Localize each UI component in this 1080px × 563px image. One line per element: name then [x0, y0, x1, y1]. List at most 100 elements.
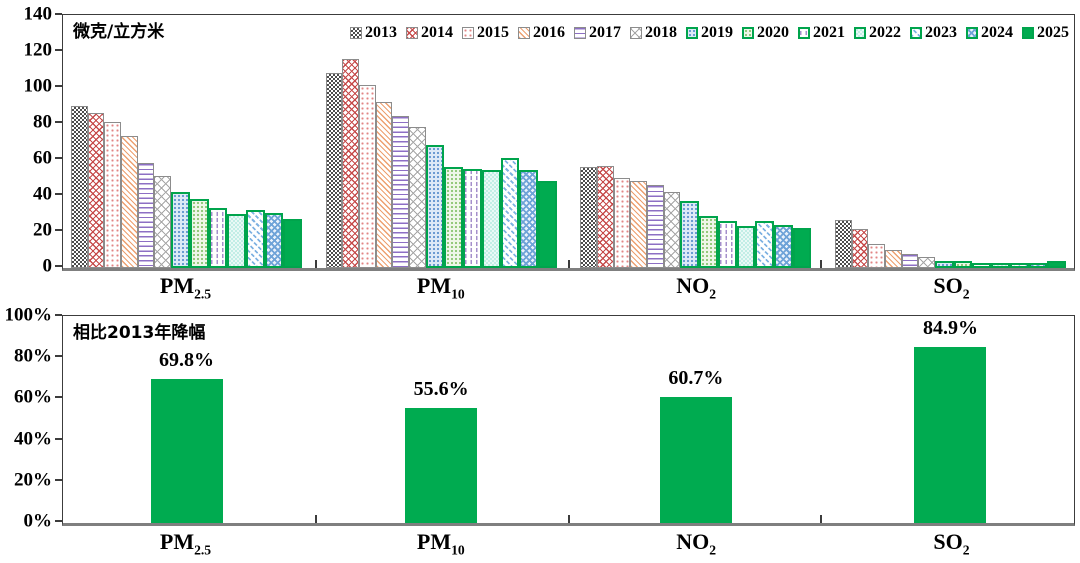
bar-2025-NO2	[793, 228, 812, 268]
bar-2017-SO2	[902, 254, 919, 268]
x-axis-tick-mark	[315, 260, 317, 268]
bar-2023-PM10	[501, 158, 520, 268]
y-axis-tick-label: 0	[43, 257, 53, 276]
reduction-bar-SO2: 84.9%	[914, 347, 986, 523]
y-axis-tick-label: 0%	[24, 512, 53, 531]
bar-2024-SO2	[1029, 263, 1048, 268]
y-axis-tick-mark	[55, 265, 62, 267]
bottom-chart-category-labels: PM2.5 PM10 NO2 SO2	[62, 530, 1075, 557]
bar-2021-PM10	[463, 169, 482, 268]
bar-2021-PM2.5	[209, 208, 228, 268]
concentration-chart-plot: 微克/立方米 201320142015201620172018201920202…	[62, 14, 1075, 271]
category-label-reduction-SO2: SO2	[836, 530, 1067, 557]
category-label-PM2.5: PM2.5	[70, 274, 301, 301]
bar-2018-PM2.5	[154, 176, 171, 268]
bar-2016-NO2	[630, 181, 647, 268]
bar-2024-PM2.5	[265, 213, 284, 268]
bar-2016-SO2	[885, 250, 902, 268]
x-axis-tick-mark	[315, 515, 317, 523]
x-axis-tick-mark	[568, 515, 570, 523]
y-axis-tick-mark	[55, 193, 62, 195]
bar-2016-PM10	[376, 102, 393, 268]
y-axis-tick-label: 120	[24, 41, 53, 60]
x-axis-tick-mark	[568, 260, 570, 268]
y-axis-tick-mark	[55, 85, 62, 87]
y-axis-tick-mark	[55, 396, 62, 398]
bar-2015-NO2	[614, 178, 631, 268]
category-label-SO2: SO2	[836, 274, 1067, 301]
bottom-chart-y-axis: 0%20%40%60%80%100%	[0, 315, 52, 526]
category-label-PM10: PM10	[325, 274, 556, 301]
reduction-group-PM2.5: 69.8%	[71, 316, 302, 523]
y-axis-tick-label: 100%	[5, 306, 53, 325]
bar-2014-PM10	[342, 59, 359, 268]
bar-2022-PM2.5	[227, 214, 246, 268]
bar-2016-PM2.5	[121, 136, 138, 268]
y-axis-tick-mark	[55, 520, 62, 522]
bar-2015-PM10	[359, 85, 376, 268]
x-axis-tick-mark	[820, 260, 822, 268]
bar-2023-PM2.5	[246, 210, 265, 268]
top-chart-y-axis: 020406080100120140	[0, 14, 52, 271]
y-axis-tick-mark	[55, 229, 62, 231]
bar-2013-SO2	[835, 220, 852, 268]
y-axis-tick-label: 80%	[14, 347, 52, 366]
y-axis-tick-mark	[55, 49, 62, 51]
bar-2013-PM2.5	[71, 106, 88, 268]
y-axis-tick-mark	[55, 314, 62, 316]
category-label-reduction-PM2.5: PM2.5	[70, 530, 301, 557]
y-axis-tick-label: 60%	[14, 388, 52, 407]
bar-2019-PM2.5	[171, 192, 190, 268]
bar-group-PM10	[326, 15, 557, 268]
bar-2024-PM10	[519, 170, 538, 268]
reduction-value-label-SO2: 84.9%	[923, 317, 978, 340]
reduction-group-SO2: 84.9%	[835, 316, 1066, 523]
reduction-group-PM10: 55.6%	[326, 316, 557, 523]
bar-group-SO2	[835, 15, 1066, 268]
bar-2023-NO2	[755, 221, 774, 268]
y-axis-tick-mark	[55, 479, 62, 481]
bar-2022-SO2	[991, 263, 1010, 268]
concentration-bars	[63, 15, 1074, 268]
reduction-chart-plot: 相比2013年降幅 69.8%55.6%60.7%84.9%	[62, 315, 1075, 526]
bar-group-PM2.5	[71, 15, 302, 268]
y-axis-tick-mark	[55, 157, 62, 159]
y-axis-tick-mark	[55, 355, 62, 357]
bar-2019-PM10	[426, 145, 445, 268]
y-axis-tick-label: 60	[33, 149, 52, 168]
bar-2021-NO2	[718, 221, 737, 268]
top-chart-category-labels: PM2.5 PM10 NO2 SO2	[62, 274, 1075, 301]
y-axis-tick-mark	[55, 121, 62, 123]
bar-2019-SO2	[935, 261, 954, 268]
bar-2019-NO2	[680, 201, 699, 268]
reduction-value-label-PM2.5: 69.8%	[159, 349, 214, 372]
y-axis-tick-label: 100	[24, 77, 53, 96]
bar-2020-SO2	[954, 261, 973, 268]
bar-2022-NO2	[737, 226, 756, 268]
bar-group-NO2	[580, 15, 811, 268]
y-axis-tick-label: 40%	[14, 429, 52, 448]
bar-2015-SO2	[868, 244, 885, 268]
category-label-reduction-PM10: PM10	[325, 530, 556, 557]
bar-2014-SO2	[852, 229, 869, 268]
bar-2020-PM2.5	[190, 199, 209, 268]
bar-2025-PM10	[538, 181, 557, 268]
category-label-reduction-NO2: NO2	[581, 530, 812, 557]
bar-2015-PM2.5	[104, 122, 121, 268]
y-axis-tick-mark	[55, 438, 62, 440]
bar-2017-PM10	[392, 116, 409, 268]
bar-2021-SO2	[972, 263, 991, 268]
y-axis-tick-label: 20%	[14, 470, 52, 489]
y-axis-tick-mark	[55, 13, 62, 15]
category-label-NO2: NO2	[581, 274, 812, 301]
reduction-group-NO2: 60.7%	[580, 316, 811, 523]
reduction-bar-NO2: 60.7%	[660, 397, 732, 523]
bar-2013-PM10	[326, 73, 343, 268]
bar-2014-NO2	[597, 166, 614, 268]
reduction-value-label-PM10: 55.6%	[414, 378, 469, 401]
bar-2018-PM10	[409, 127, 426, 268]
bar-2013-NO2	[580, 167, 597, 268]
reduction-bar-PM10: 55.6%	[405, 408, 477, 523]
y-axis-tick-label: 40	[33, 185, 52, 204]
bar-2014-PM2.5	[88, 113, 105, 268]
